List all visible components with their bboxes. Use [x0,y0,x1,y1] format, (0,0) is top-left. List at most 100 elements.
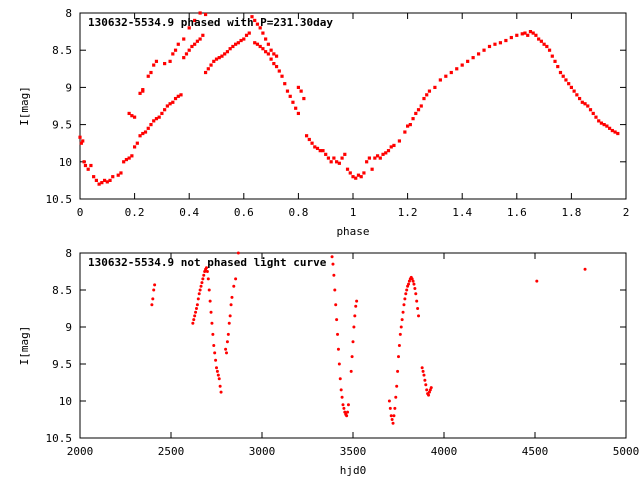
data-point [212,344,216,347]
data-point [392,143,396,148]
data-point [227,321,231,325]
data-point [232,284,236,288]
data-point [367,156,371,160]
data-point [417,314,421,318]
data-point [335,160,339,164]
data-point [433,85,437,89]
data-point [338,377,342,381]
data-point [412,282,416,286]
data-point [152,288,156,292]
data-point [315,146,320,151]
data-point [493,42,497,46]
data-point [173,96,178,101]
data-point [269,57,273,61]
data-point [553,59,557,63]
data-point [225,340,229,344]
data-point [266,42,270,46]
data-point [346,410,350,414]
data-point [586,104,590,108]
data-point [427,393,431,397]
data-point [210,321,214,325]
data-point [547,48,552,52]
data-point [331,262,335,266]
data-point [133,115,137,119]
data-point [406,124,410,128]
data-point [572,89,576,93]
data-point [539,39,543,43]
data-point [171,52,175,56]
data-point [280,74,284,78]
data-point [157,115,161,119]
data-point [449,70,453,75]
data-point [236,251,240,255]
data-point [329,160,333,164]
data-point [390,418,394,421]
data-point [291,100,295,104]
data-point [411,279,415,283]
data-point [102,178,107,182]
x-tick-label: 1.8 [561,206,581,219]
data-point [272,52,276,56]
data-point [215,369,219,373]
data-point [261,47,265,51]
data-point [351,175,355,179]
x-tick-label: 4500 [522,445,549,458]
data-point [399,325,403,329]
data-point [583,267,587,271]
data-point [425,93,429,97]
data-point [397,139,402,143]
data-point [197,292,201,296]
data-point [438,78,442,82]
data-point [413,287,417,291]
data-point [422,96,426,101]
data-point [341,403,345,407]
data-point [405,288,409,292]
x-axis-label: phase [336,225,369,238]
data-point [165,104,169,108]
data-point [350,355,354,359]
data-point [605,124,609,128]
data-point [277,69,281,73]
data-point [567,82,571,86]
data-point [471,56,475,60]
data-point [411,117,415,121]
data-point [193,42,197,46]
data-point [234,42,238,46]
data-point [81,139,85,143]
data-point [313,145,317,149]
data-point [460,63,464,67]
data-point [255,22,260,26]
data-point [337,161,341,165]
data-point [250,15,254,19]
data-point [202,273,206,277]
data-point [395,384,399,388]
data-point [610,128,614,133]
data-point [509,35,513,40]
data-point [296,85,300,89]
data-point [415,299,419,303]
data-point [216,373,220,377]
plot-frame [79,252,627,439]
data-point [201,33,205,37]
data-point [396,369,400,373]
data-point [200,281,204,285]
y-tick-label: 9.5 [52,358,72,371]
data-point [365,160,369,164]
data-point [97,182,101,186]
data-point [228,47,232,51]
data-point [355,299,359,303]
data-point [362,171,366,175]
y-tick-label: 10 [59,395,72,408]
data-point [176,94,180,98]
data-point [332,156,336,160]
data-point [195,303,199,307]
data-point [326,156,331,160]
data-point [534,33,538,37]
data-point [171,100,175,104]
data-point [105,180,109,184]
data-point [218,384,222,388]
data-point [127,156,131,160]
data-point [416,307,420,310]
data-point [419,104,423,108]
data-point [283,82,287,86]
